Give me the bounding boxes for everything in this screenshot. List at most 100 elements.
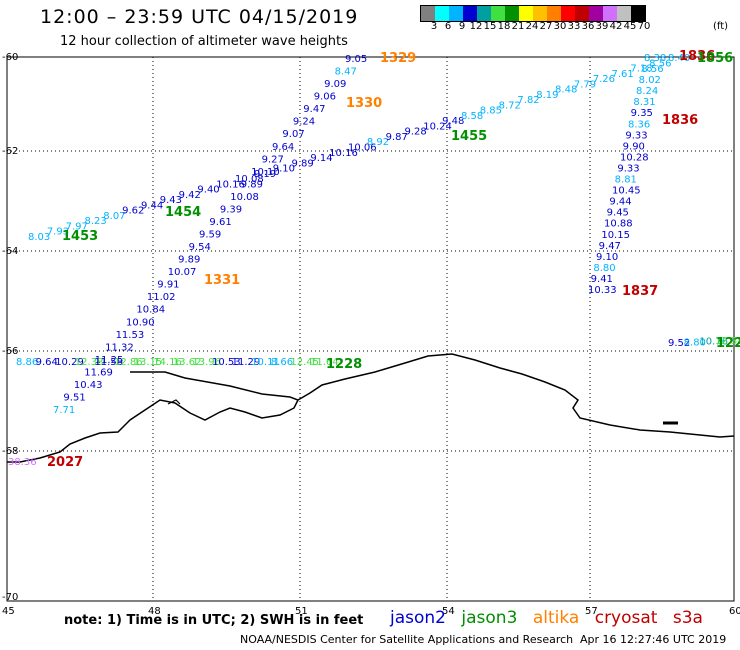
wave-height-label: 9.64 — [272, 142, 294, 153]
wave-height-label: 9.52 — [668, 338, 690, 349]
color-scale-tick: 9 — [458, 21, 466, 32]
wave-height-label: 8.36 — [628, 119, 650, 130]
pass-time-label: 1856 — [697, 51, 733, 66]
wave-height-label: 38.36 — [8, 457, 37, 468]
map-title: 12:00 – 23:59 UTC 04/15/2019 — [40, 6, 359, 28]
color-swatch — [631, 6, 645, 21]
wave-height-label: 8.07 — [103, 211, 125, 222]
latitude-label: -60 — [2, 52, 18, 63]
wave-height-label: 9.19 — [254, 169, 276, 180]
pass-time-label: 1454 — [165, 205, 201, 220]
color-swatch — [561, 6, 575, 21]
wave-height-label: 9.42 — [179, 190, 201, 201]
wave-height-label: 8.81 — [615, 175, 637, 186]
latitude-label: -66 — [2, 346, 18, 357]
axis-labels: -60 -62 -64 -66 -68 -70 45 48 51 54 57 60 — [2, 52, 740, 617]
wave-height-label: 8.02 — [639, 75, 661, 86]
wave-height-label: 11.29 — [232, 357, 261, 368]
satellite-jason2: jason2 — [390, 608, 446, 628]
color-scale-tick: 70 — [637, 21, 651, 32]
wave-height-label: 12.38 — [75, 357, 104, 368]
wave-height-label: 10.43 — [74, 380, 103, 391]
wave-height-label: 7.71 — [53, 405, 75, 416]
wave-height-label: 10.07 — [168, 267, 197, 278]
wave-height-label: 7.61 — [612, 69, 634, 80]
wave-height-label: 9.43 — [160, 195, 182, 206]
credit-line: NOAA/NESDIS Center for Satellite Applica… — [240, 633, 574, 646]
wave-height-label: 9.87 — [386, 132, 408, 143]
wave-height-label: 10.28 — [620, 152, 649, 163]
wave-height-label: 10.76 — [699, 337, 728, 348]
wave-height-label: 8.56 — [641, 64, 663, 75]
wave-height-label: 9.54 — [189, 242, 211, 253]
color-swatch — [547, 6, 561, 21]
wave-height-label: 9.10 — [273, 164, 295, 175]
wave-height-label: 9.61 — [209, 217, 231, 228]
wave-height-label: 9.48 — [442, 116, 464, 127]
wave-height-label: 10.11 — [251, 357, 280, 368]
color-scale-tick: 24 — [525, 21, 539, 32]
wave-height-label: 10.08 — [230, 192, 259, 203]
wave-height-label: 9.39 — [220, 204, 242, 215]
color-scale-tick: 21 — [511, 21, 525, 32]
wave-height-label: 10.53 — [212, 357, 241, 368]
color-scale-tick: 12 — [469, 21, 483, 32]
latitude-label: -68 — [2, 446, 18, 457]
wave-height-label: 10.16 — [329, 148, 358, 159]
pass-time-label: 1329 — [380, 51, 416, 66]
wave-height-label: 9.33 — [625, 130, 647, 141]
wave-height-label: 10.84 — [136, 305, 165, 316]
altimeter-tracks: 9.058.479.099.069.479.249.079.649.2710.1… — [8, 53, 740, 468]
wave-height-label: 9.47 — [303, 104, 325, 115]
wave-height-label: 9.89 — [178, 255, 200, 266]
wave-height-label: 8.40 — [668, 53, 690, 64]
wave-height-label: 11.69 — [84, 367, 113, 378]
wave-height-label: 9.89 — [292, 158, 314, 169]
wave-height-label: 9.41 — [591, 274, 613, 285]
wave-height-label: 7.82 — [517, 95, 539, 106]
pass-time-label: 1453 — [62, 229, 98, 244]
wave-height-label: 9.05 — [345, 54, 367, 65]
color-swatch — [463, 6, 477, 21]
latitude-label: -62 — [2, 146, 18, 157]
longitude-label: 48 — [148, 606, 161, 617]
wave-height-label: 11.25 — [95, 355, 124, 366]
longitude-label: 45 — [2, 606, 15, 617]
satellite-legend: jason2 jason3 altika cryosat s3a — [390, 608, 713, 628]
wave-height-label: 8.31 — [633, 97, 655, 108]
wave-height-label: 8.66 — [271, 357, 293, 368]
wave-height-label: 9.64 — [36, 357, 58, 368]
wave-height-label: 9.33 — [617, 163, 639, 174]
wave-height-label: 9.10 — [596, 252, 618, 263]
satellite-s3a: s3a — [672, 608, 703, 628]
wave-height-label: 8.23 — [84, 216, 106, 227]
wave-height-label: 10.90 — [126, 317, 155, 328]
graticule — [7, 57, 734, 601]
wave-height-label: 14.16 — [153, 357, 182, 368]
wave-height-label: 9.44 — [141, 200, 163, 211]
wave-height-label: 12.38 — [715, 336, 740, 347]
color-scale-bar — [420, 5, 646, 22]
latitude-label: -70 — [2, 592, 18, 603]
wave-height-label: 10.15 — [601, 230, 630, 241]
color-scale-tick: 18 — [497, 21, 511, 32]
color-scale-tick: 45 — [623, 21, 637, 32]
color-swatch — [491, 6, 505, 21]
wave-height-label: 9.91 — [157, 280, 179, 291]
wave-height-label: 8.58 — [461, 111, 483, 122]
satellite-jason3: jason3 — [461, 608, 518, 628]
color-swatch — [533, 6, 547, 21]
pass-time-label: 1837 — [622, 284, 658, 299]
wave-height-label: 9.89 — [241, 179, 263, 190]
pass-time-label: 1330 — [346, 96, 382, 111]
wave-height-label: 9.51 — [63, 392, 85, 403]
wave-height-label: 9.45 — [607, 208, 629, 219]
wave-height-label: 10.88 — [604, 219, 633, 230]
wave-height-label: 13.15 — [134, 357, 163, 368]
map-subtitle: 12 hour collection of altimeter wave hei… — [60, 34, 348, 49]
latitude-label: -64 — [2, 246, 18, 257]
wave-height-label: 7.18 — [630, 64, 652, 75]
wave-height-label: 9.62 — [122, 206, 144, 217]
pass-time-label: 1228 — [326, 357, 362, 372]
pass-time-label: 1836 — [662, 113, 698, 128]
